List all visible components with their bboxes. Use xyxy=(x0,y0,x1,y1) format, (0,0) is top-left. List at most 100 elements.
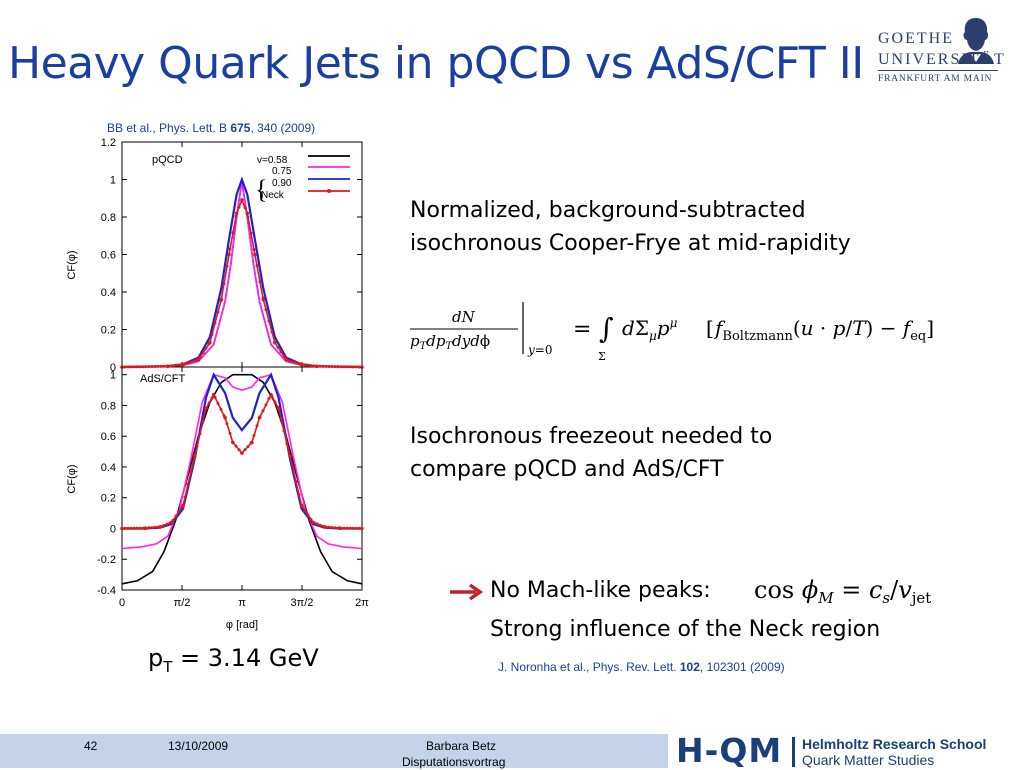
neck-marker xyxy=(276,405,280,409)
svg-text:[: [ xyxy=(706,316,714,340)
neck-marker xyxy=(279,417,283,420)
cooper-frye-formula: dN pTdpTdydϕ y=0 = ∫ Σ dΣμpμ [ fBoltzman… xyxy=(410,302,934,363)
neck-marker xyxy=(324,364,328,368)
text-cooper-frye-line2: isochronous Cooper-Frye at mid-rapidity xyxy=(410,231,851,256)
neck-marker xyxy=(300,504,304,508)
neck-marker xyxy=(282,354,286,358)
ylabel-bottom: CF(φ) xyxy=(66,464,78,493)
ylabel-top: CF(φ) xyxy=(66,250,78,279)
svg-text:dN: dN xyxy=(452,308,476,326)
neck-marker xyxy=(120,527,124,530)
legend-entry-neck: Neck xyxy=(261,190,285,201)
series-line-075 xyxy=(121,181,362,368)
neck-marker xyxy=(330,365,334,368)
neck-marker xyxy=(282,429,286,433)
neck-marker xyxy=(219,299,223,303)
neck-marker xyxy=(150,526,154,530)
legend-swatch-marker xyxy=(327,189,331,193)
neck-marker xyxy=(351,526,355,530)
neck-marker xyxy=(204,407,208,411)
legend-brace: { xyxy=(255,175,267,204)
neck-marker xyxy=(210,396,214,400)
neck-marker xyxy=(249,231,253,235)
series-line-v058 xyxy=(121,373,363,585)
neck-marker xyxy=(198,355,202,359)
mach-angle-formula: cos ϕM = cs/vjet xyxy=(754,576,931,607)
neck-marker xyxy=(306,363,310,367)
svg-text:∫: ∫ xyxy=(599,312,614,345)
neck-marker xyxy=(222,282,226,286)
xlabel: φ [rad] xyxy=(226,619,258,631)
neck-marker xyxy=(147,526,151,530)
neck-marker xyxy=(135,526,139,530)
neck-marker xyxy=(336,365,340,369)
neck-marker xyxy=(261,296,265,300)
neck-marker xyxy=(180,505,184,509)
neck-marker xyxy=(132,365,136,369)
neck-marker xyxy=(162,523,166,527)
neck-marker xyxy=(240,451,244,455)
ytick-label: 1 xyxy=(110,370,116,382)
bullet-no-mach-peaks: No Mach-like peaks: xyxy=(490,578,711,603)
hqm-logo-divider xyxy=(792,737,795,767)
neck-marker xyxy=(237,448,241,452)
neck-marker xyxy=(183,495,187,499)
neck-marker xyxy=(297,362,301,366)
goethe-logo-line2: UNIVERSITÄT xyxy=(878,51,1006,68)
neck-marker xyxy=(144,526,148,530)
neck-marker xyxy=(249,441,253,445)
panel-top-frame xyxy=(121,141,363,368)
neck-marker xyxy=(324,525,328,529)
neck-marker xyxy=(285,441,289,445)
panel-label-bottom: AdS/CFT xyxy=(140,373,186,385)
neck-marker xyxy=(159,364,163,368)
ytick-label: 0.4 xyxy=(101,287,116,299)
legend-entry-075: 0.75 xyxy=(272,166,292,177)
hqm-logo-mark: H-QM xyxy=(676,731,783,770)
neck-marker xyxy=(357,526,361,530)
xtick-label: 3π/2 xyxy=(291,597,314,609)
neck-marker xyxy=(132,526,136,530)
neck-marker xyxy=(252,248,256,251)
neck-marker xyxy=(234,214,238,218)
neck-marker xyxy=(156,364,160,368)
neck-marker xyxy=(174,363,178,367)
neck-marker xyxy=(333,526,337,530)
neck-marker xyxy=(240,198,244,202)
goethe-university-logo: GOETHE UNIVERSITÄT FRANKFURT AM MAIN xyxy=(878,14,1018,94)
neck-marker xyxy=(255,264,259,268)
neck-data-point xyxy=(234,211,239,216)
neck-marker xyxy=(270,330,274,334)
neck-marker xyxy=(294,361,298,365)
neck-marker xyxy=(348,526,352,530)
neck-marker xyxy=(255,424,259,428)
neck-marker xyxy=(231,441,235,445)
neck-marker xyxy=(357,365,361,369)
neck-marker xyxy=(228,431,232,435)
neck-marker xyxy=(138,526,142,530)
neck-marker xyxy=(177,363,181,367)
ytick-label: 1 xyxy=(110,175,116,187)
series-line-090 xyxy=(122,372,362,530)
legend-header: v=0.58 xyxy=(257,155,288,166)
svg-text:cos ϕM = cs/vjet: cos ϕM = cs/vjet xyxy=(754,576,931,607)
svg-text:dΣμpμ: dΣμpμ xyxy=(622,316,678,343)
slide-title: Heavy Quark Jets in pQCD vs AdS/CFT II xyxy=(8,38,864,89)
neck-marker xyxy=(150,365,154,368)
footer-author: Barbara Betz xyxy=(426,739,497,753)
neck-marker xyxy=(189,360,193,364)
neck-marker xyxy=(285,358,289,362)
neck-marker xyxy=(342,526,346,530)
neck-marker xyxy=(207,401,211,405)
neck-marker xyxy=(126,365,130,369)
ytick-label: 0.2 xyxy=(101,325,116,337)
ytick-label: 0.4 xyxy=(101,462,116,474)
xtick-label: 2π xyxy=(355,597,369,609)
neck-marker xyxy=(345,365,349,369)
neck-marker xyxy=(348,365,352,369)
series-line-Neck xyxy=(121,197,362,368)
ytick-label: 0.6 xyxy=(101,250,116,262)
neck-marker xyxy=(159,525,163,529)
neck-marker xyxy=(312,364,316,368)
neck-marker xyxy=(213,321,217,325)
